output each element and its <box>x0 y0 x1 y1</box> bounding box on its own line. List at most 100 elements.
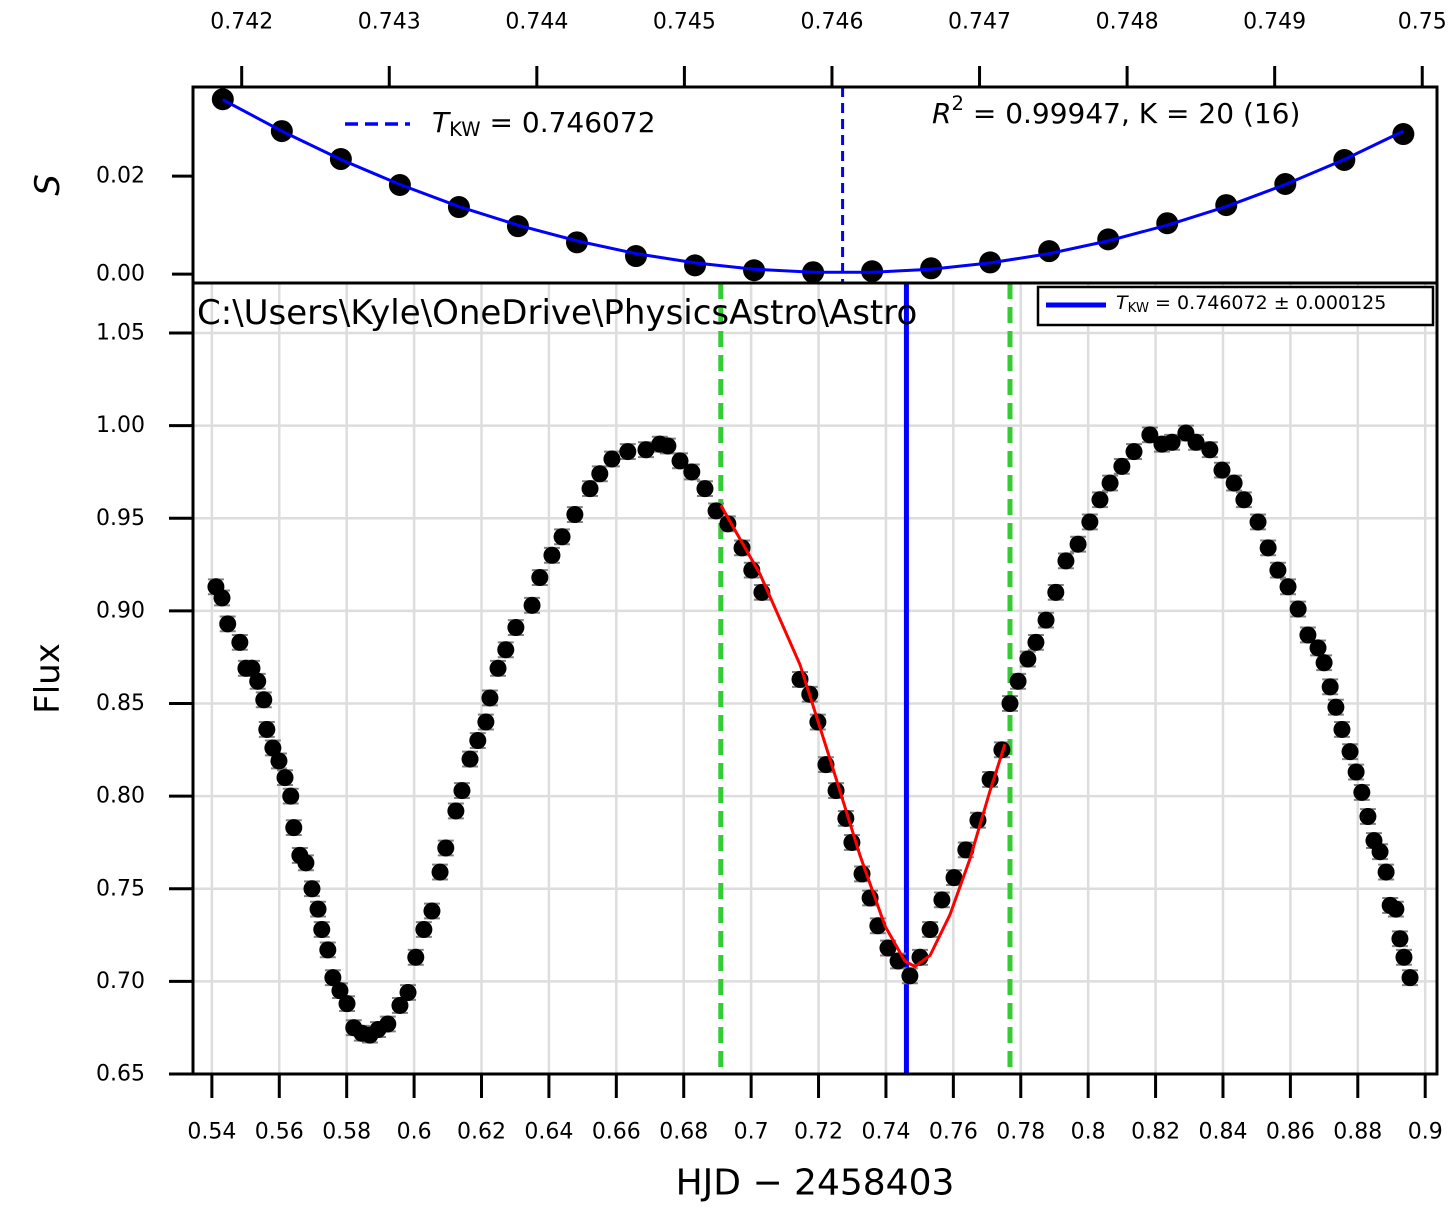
data-point <box>1156 212 1179 235</box>
annotation-superscript: 2 <box>951 92 963 115</box>
data-point <box>1091 491 1109 509</box>
data-point <box>1001 695 1019 713</box>
data-point <box>1125 443 1143 461</box>
data-point <box>1057 552 1075 570</box>
annotation: R2 = 0.99947, K = 20 (16) <box>932 92 1300 130</box>
data-point <box>407 948 425 966</box>
data-point <box>637 441 655 459</box>
annotation-text: = 0.99947, K = 20 (16) <box>964 97 1300 130</box>
data-point <box>379 1015 397 1033</box>
data-point <box>1101 474 1119 492</box>
data-point <box>921 921 939 939</box>
data-point <box>1163 433 1181 451</box>
data-point <box>453 782 471 800</box>
legend-label: TKW = 0.746072 ± 0.000125 <box>1116 292 1386 315</box>
data-point <box>415 921 433 939</box>
data-point <box>1392 123 1415 146</box>
data-point <box>313 921 331 939</box>
y-tick-label: 0.02 <box>96 164 145 189</box>
data-point <box>285 819 303 837</box>
data-point <box>1019 650 1037 668</box>
y-tick-label: 0.85 <box>96 691 145 716</box>
y-tick-label: 0.95 <box>96 506 145 531</box>
x-tick-label: 0.54 <box>187 1120 236 1145</box>
data-point <box>1279 578 1297 596</box>
data-point <box>1401 969 1419 987</box>
data-point <box>1037 611 1055 629</box>
data-point <box>1009 672 1027 690</box>
data-point <box>1341 743 1359 761</box>
data-point <box>270 752 288 770</box>
data-point <box>255 691 273 709</box>
legend-label-symbol: T <box>1116 292 1129 314</box>
data-point <box>671 452 689 470</box>
data-point <box>945 869 963 887</box>
data-point <box>1333 720 1351 738</box>
data-point <box>553 528 571 546</box>
fit-line <box>222 98 1405 274</box>
data-point <box>624 245 647 268</box>
x-tick-label: 0.742 <box>210 10 273 35</box>
y-axis-label: S <box>28 174 68 196</box>
x-tick-label: 0.744 <box>505 10 568 35</box>
x-tick-label: 0.88 <box>1333 1120 1382 1145</box>
y-tick-label: 0.65 <box>96 1062 145 1087</box>
data-point <box>1299 626 1317 644</box>
x-tick-label: 0.74 <box>861 1120 910 1145</box>
data-point <box>231 633 249 651</box>
data-point <box>531 569 549 587</box>
data-point <box>324 969 342 987</box>
data-point <box>1309 639 1327 657</box>
x-tick-label: 0.82 <box>1131 1120 1180 1145</box>
x-tick-label: 0.86 <box>1266 1120 1315 1145</box>
data-point <box>659 437 677 455</box>
data-point <box>1225 474 1243 492</box>
data-point <box>1113 457 1131 475</box>
data-point <box>423 902 441 920</box>
data-point <box>543 546 561 564</box>
data-point <box>507 619 525 637</box>
x-tick-label: 0.747 <box>948 10 1011 35</box>
data-point <box>469 732 487 750</box>
x-tick-label: 0.75 <box>1398 10 1447 35</box>
x-tick-label: 0.746 <box>800 10 863 35</box>
x-tick-label: 0.78 <box>996 1120 1045 1145</box>
data-point <box>1321 678 1339 696</box>
x-tick-label: 0.7 <box>734 1120 769 1145</box>
data-point <box>1387 900 1405 918</box>
data-point <box>282 787 300 805</box>
y-tick-label: 1.05 <box>96 321 145 346</box>
data-point <box>1347 763 1365 781</box>
x-tick-label: 0.9 <box>1408 1120 1443 1145</box>
data-point <box>437 839 455 857</box>
data-point <box>1038 240 1061 263</box>
data-point <box>901 967 919 985</box>
x-tick-label: 0.743 <box>358 10 421 35</box>
data-point <box>431 863 449 881</box>
data-point <box>258 720 276 738</box>
data-point <box>523 596 541 614</box>
y-tick-label: 0.75 <box>96 876 145 901</box>
data-point <box>338 995 356 1013</box>
data-point <box>1027 633 1045 651</box>
data-point <box>1047 583 1065 601</box>
data-point <box>1359 808 1377 826</box>
x-tick-label: 0.64 <box>524 1120 573 1145</box>
data-point <box>933 891 951 909</box>
data-point <box>219 615 237 633</box>
legend-label-text: = 0.746072 ± 0.000125 <box>1149 292 1386 314</box>
data-point <box>591 465 609 483</box>
data-point <box>213 589 231 607</box>
y-axis-label: Flux <box>28 643 68 714</box>
data-point <box>447 802 465 820</box>
data-point <box>1081 513 1099 531</box>
data-point <box>684 254 707 277</box>
data-point <box>211 88 234 111</box>
data-point <box>1327 698 1345 716</box>
data-point <box>581 480 599 498</box>
legend-label-subscript: KW <box>1128 300 1149 315</box>
data-point <box>399 983 417 1001</box>
data-point <box>391 996 409 1014</box>
x-tick-label: 0.68 <box>659 1120 708 1145</box>
